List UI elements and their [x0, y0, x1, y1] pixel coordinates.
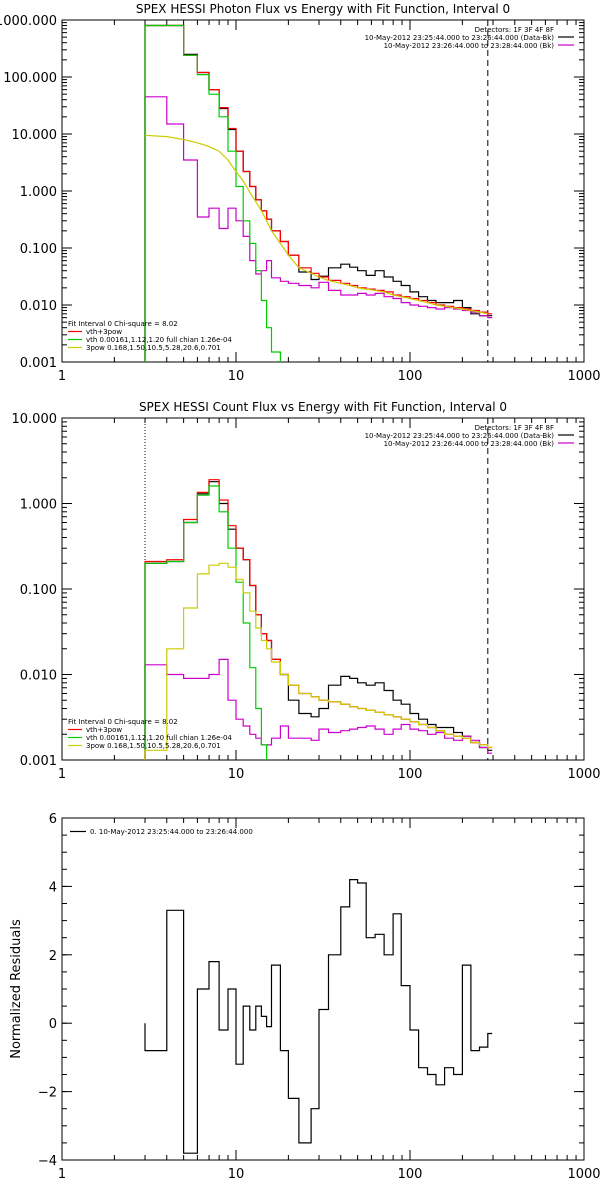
y-tick-label: 10.000	[12, 412, 58, 427]
legend-label: 0. 10-May-2012 23:25:44.000 to 23:26:44.…	[90, 828, 253, 836]
y-tick-label: 0.001	[20, 356, 57, 371]
y-tick-label: 6	[49, 812, 57, 827]
y-tick-label: 0.010	[20, 299, 57, 314]
series-line-3	[144, 24, 281, 362]
series-line-4	[144, 134, 488, 315]
y-tick-label: −4	[38, 1154, 57, 1169]
x-tick-label: 10	[228, 369, 245, 384]
chart-panel-2: 1 10 100 1000 −4 −2 0 2 4 6 Normalized Residuals 0.…	[9, 812, 600, 1182]
x-tick-label: 100	[398, 767, 423, 782]
y-tick-label: 1.000	[20, 498, 57, 513]
y-tick-label: 0.010	[20, 669, 57, 684]
header-line: Detectors: 1F 3F 4F 8F	[475, 424, 554, 432]
header-line: 10-May-2012 23:25:44.000 to 23:26:44.000…	[365, 432, 555, 440]
series-line-0	[144, 481, 493, 760]
x-tick-label: 10	[228, 1167, 245, 1182]
header-line: Detectors: 1F 3F 4F 8F	[475, 26, 554, 34]
y-tick-label: −2	[38, 1086, 57, 1101]
chart-panel-1: SPEX HESSI Count Flux vs Energy with Fit…	[12, 400, 600, 782]
y-tick-label: 4	[49, 880, 57, 895]
y-tick-label: 2	[49, 949, 57, 964]
plot-frame	[61, 19, 585, 363]
x-tick-label: 1	[58, 767, 66, 782]
y-tick-label: 0.001	[20, 754, 57, 769]
series-line-2	[144, 24, 493, 362]
chart-title: SPEX HESSI Photon Flux vs Energy with Fi…	[136, 2, 510, 16]
series-line-1	[144, 96, 493, 362]
series-line-0	[144, 24, 493, 362]
y-tick-label: 0.100	[20, 583, 57, 598]
y-tick-label: 1.000	[20, 185, 57, 200]
chart-panel-0: SPEX HESSI Photon Flux vs Energy with Fi…	[0, 2, 600, 384]
y-tick-label: 100.000	[3, 71, 57, 86]
header-line: 10-May-2012 23:25:44.000 to 23:26:44.000…	[365, 34, 555, 42]
legend-label: vth+3pow	[86, 328, 122, 336]
series-line-1	[144, 658, 493, 760]
header-line: 10-May-2012 23:26:44.000 to 23:28:44.000…	[384, 440, 555, 448]
y-tick-label: 0	[49, 1017, 57, 1032]
chart-title: SPEX HESSI Count Flux vs Energy with Fit…	[139, 400, 507, 414]
x-tick-label: 10	[228, 767, 245, 782]
x-tick-label: 100	[398, 369, 423, 384]
x-tick-label: 1000	[567, 767, 600, 782]
y-tick-label: 1000.000	[0, 14, 57, 29]
legend-label: vth+3pow	[86, 726, 122, 734]
x-tick-label: 1	[58, 1167, 66, 1182]
legend-label: vth 0.00161,1.12,1.20 full chian 1.26e-0…	[86, 336, 232, 344]
legend-label: 3pow 0.168,1.50,10.5,5.28,20.6,0.701	[86, 344, 221, 352]
header-line: 10-May-2012 23:26:44.000 to 23:28:44.000…	[384, 42, 555, 50]
x-tick-label: 100	[398, 1167, 423, 1182]
y-axis-label: Normalized Residuals	[9, 919, 24, 1059]
x-tick-label: 1	[58, 369, 66, 384]
fit-caption: Fit Interval 0 Chi-square = 8.02	[68, 320, 178, 328]
series-line-4	[144, 562, 493, 760]
legend-label: 3pow 0.168,1.50,10.5,5.28,20.6,0.701	[86, 742, 221, 750]
x-tick-label: 1000	[567, 369, 600, 384]
y-tick-label: 0.100	[20, 242, 57, 257]
legend-label: vth 0.00161,1.12,1.20 full chian 1.26e-0…	[86, 734, 232, 742]
series-line-0	[144, 879, 493, 1154]
fit-caption: Fit Interval 0 Chi-square = 8.02	[68, 718, 178, 726]
series-line-3	[144, 485, 268, 760]
x-tick-label: 1000	[567, 1167, 600, 1182]
plot-frame	[61, 817, 585, 1161]
y-tick-label: 10.000	[12, 128, 58, 143]
